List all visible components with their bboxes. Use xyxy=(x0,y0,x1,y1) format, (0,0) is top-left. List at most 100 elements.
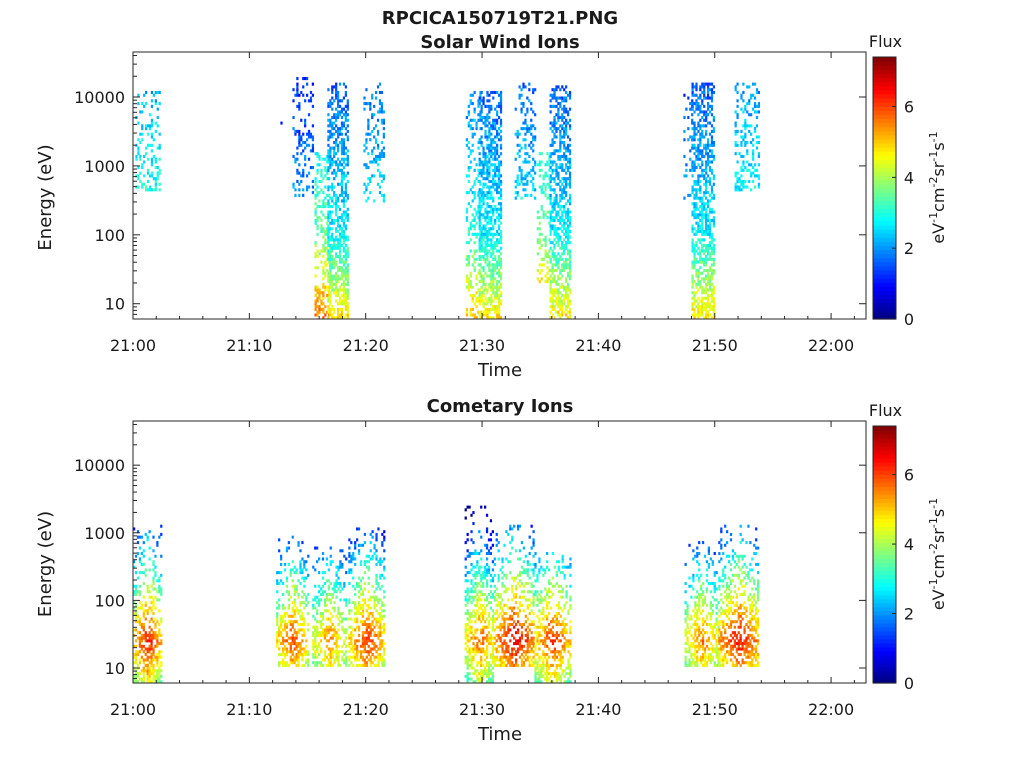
data-pixel xyxy=(146,168,150,172)
colorbar-unit-label: eV-1cm-2sr-1s-1 xyxy=(927,131,948,243)
data-pixel xyxy=(553,135,556,139)
data-pixel xyxy=(494,124,497,128)
data-pixel xyxy=(706,246,710,250)
data-pixel xyxy=(379,573,382,577)
data-pixel xyxy=(478,207,481,211)
data-pixel xyxy=(329,121,332,125)
data-pixel xyxy=(137,149,140,153)
data-pixel xyxy=(474,590,477,594)
data-pixel xyxy=(497,257,501,261)
data-pixel xyxy=(701,174,704,178)
data-pixel xyxy=(734,185,737,189)
data-pixel xyxy=(522,82,525,86)
data-pixel xyxy=(337,644,340,648)
data-pixel xyxy=(158,652,161,657)
data-pixel xyxy=(701,305,704,309)
data-pixel xyxy=(522,127,525,131)
data-pixel xyxy=(345,557,348,561)
data-pixel xyxy=(544,249,547,253)
data-pixel xyxy=(377,663,380,667)
data-pixel xyxy=(146,650,149,654)
data-pixel xyxy=(559,307,562,311)
data-pixel xyxy=(496,243,499,247)
data-pixel xyxy=(699,124,702,128)
data-pixel xyxy=(331,146,334,150)
data-pixel xyxy=(312,606,315,610)
data-pixel xyxy=(318,291,321,295)
data-pixel xyxy=(337,628,340,632)
data-pixel xyxy=(144,601,147,605)
data-pixel xyxy=(338,277,342,281)
data-pixel xyxy=(568,166,572,170)
data-pixel xyxy=(488,132,491,136)
data-pixel xyxy=(712,316,716,320)
data-pixel xyxy=(287,541,290,545)
data-pixel xyxy=(475,299,478,303)
data-pixel xyxy=(312,603,315,607)
data-pixel xyxy=(497,104,501,108)
data-pixel xyxy=(701,207,704,211)
data-pixel xyxy=(373,655,376,659)
data-pixel xyxy=(312,614,315,618)
data-pixel xyxy=(329,313,332,317)
data-pixel xyxy=(470,661,473,665)
data-pixel xyxy=(343,617,346,621)
data-pixel xyxy=(342,230,346,234)
data-pixel xyxy=(342,285,346,289)
data-pixel xyxy=(565,193,568,197)
data-pixel xyxy=(706,82,710,86)
data-pixel xyxy=(371,620,374,624)
data-pixel xyxy=(710,263,714,267)
data-pixel xyxy=(144,617,147,621)
data-pixel xyxy=(466,579,469,583)
data-pixel xyxy=(150,609,153,613)
data-pixel xyxy=(563,152,566,156)
data-pixel xyxy=(703,85,706,89)
data-pixel xyxy=(279,620,283,624)
data-pixel xyxy=(701,202,704,206)
data-pixel xyxy=(486,299,489,303)
data-pixel xyxy=(340,115,344,120)
data-pixel xyxy=(701,299,704,303)
data-pixel xyxy=(160,655,163,659)
data-pixel xyxy=(331,171,334,175)
data-pixel xyxy=(369,639,372,643)
data-pixel xyxy=(708,241,712,245)
data-pixel xyxy=(697,174,700,178)
data-pixel xyxy=(294,193,297,197)
data-pixel xyxy=(470,587,473,591)
data-pixel xyxy=(484,285,487,289)
data-pixel xyxy=(701,238,704,242)
data-pixel xyxy=(488,143,491,147)
data-pixel xyxy=(734,88,737,92)
data-pixel xyxy=(335,571,338,575)
data-pixel xyxy=(568,90,572,95)
data-pixel xyxy=(542,191,545,195)
data-pixel xyxy=(152,568,155,572)
data-pixel xyxy=(331,285,334,289)
data-pixel xyxy=(705,196,708,200)
data-pixel xyxy=(697,302,700,306)
data-pixel xyxy=(568,160,572,164)
data-pixel xyxy=(301,652,304,657)
data-pixel xyxy=(133,601,136,605)
data-pixel xyxy=(160,661,163,665)
data-pixel xyxy=(342,213,346,217)
data-pixel xyxy=(685,163,688,167)
data-pixel xyxy=(708,166,712,170)
data-pixel xyxy=(494,257,497,261)
data-pixel xyxy=(744,143,747,147)
data-pixel xyxy=(297,644,300,648)
data-pixel xyxy=(314,288,317,292)
data-pixel xyxy=(359,560,363,564)
data-pixel xyxy=(342,149,346,153)
data-pixel xyxy=(532,135,535,139)
data-pixel xyxy=(142,672,145,676)
data-pixel xyxy=(326,177,329,181)
data-pixel xyxy=(563,288,566,292)
data-pixel xyxy=(482,299,485,303)
data-pixel xyxy=(553,202,556,206)
data-pixel xyxy=(376,143,380,147)
data-pixel xyxy=(697,129,700,133)
data-pixel xyxy=(369,650,372,654)
